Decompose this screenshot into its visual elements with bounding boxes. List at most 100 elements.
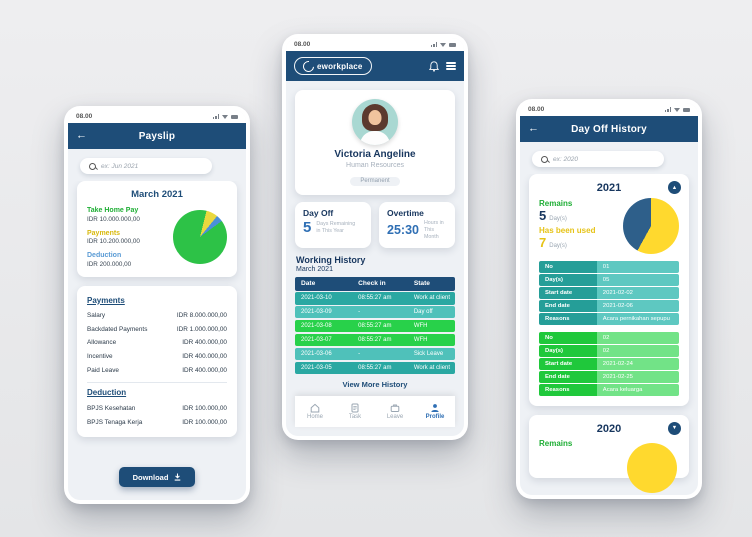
history-row[interactable]: 2021-03-10 08:55:27 am Work at client <box>295 292 455 305</box>
payslip-app-bar: ← Payslip <box>68 123 246 149</box>
entry-label: Day(s) <box>539 345 597 357</box>
search-icon <box>541 155 548 163</box>
entry-value: 02 <box>596 331 679 344</box>
nav-item-task[interactable]: Task <box>335 396 375 427</box>
back-arrow-icon[interactable]: ← <box>76 129 87 142</box>
payments-summary-label: Payments <box>87 229 121 237</box>
history-state: Work at client <box>413 295 451 302</box>
payslip-summary-card: March 2021 Take Home Pay IDR 10.000.000,… <box>77 181 237 277</box>
payments-summary-value: IDR 10.200.000,00 <box>87 238 140 245</box>
payment-label: Backdated Payments <box>87 325 148 333</box>
remains-unit: Day(s) <box>549 216 567 222</box>
nav-item-home[interactable]: Home <box>295 396 335 427</box>
history-date: 2021-03-08 <box>301 323 332 330</box>
take-home-pay-label: Take Home Pay <box>87 207 139 214</box>
deduction-summary-label: Deduction <box>87 252 122 259</box>
overtime-card[interactable]: Overtime 25:30 Hours in This Month <box>379 202 455 248</box>
overtime-value: 25:30 <box>387 223 419 238</box>
dayoff-search-input[interactable]: ex: 2020 <box>532 151 664 167</box>
year-2020-card: ▼ 2020 Remains <box>529 414 689 493</box>
nav-item-leave[interactable]: Leave <box>375 396 415 427</box>
status-icons <box>664 107 690 112</box>
dayoff-screen: 08.00 ← Day Off History ex: 2020 ▲ 2021 <box>520 103 698 495</box>
deduction-label: BPJS Kesehatan <box>87 404 136 412</box>
deduction-summary-item: Deduction IDR 200.000,00 <box>87 252 167 268</box>
history-checkin: 08:55:27 am <box>358 336 392 343</box>
status-bar: 08.00 <box>520 103 698 116</box>
payment-value: IDR 400.000,00 <box>182 339 227 347</box>
payment-label: Salary <box>87 311 106 319</box>
working-history-header: Working History March 2021 <box>296 255 454 273</box>
view-more-history-link[interactable]: View More History <box>342 379 408 389</box>
task-icon <box>351 403 359 413</box>
search-placeholder: ex: Jun 2021 <box>101 162 139 170</box>
home-phone: 08.00 eworkplace <box>282 34 468 440</box>
remains-value: 5 <box>539 208 547 223</box>
status-time: 08.00 <box>528 106 545 113</box>
back-arrow-icon[interactable]: ← <box>528 122 539 135</box>
dayoff-2021-pie-chart <box>623 198 679 254</box>
page-title: Day Off History <box>571 123 647 135</box>
dayoff-entry-table: No 02 Day(s) 02 Start date 2021-02-24 <box>539 331 679 396</box>
bottom-navigation: Home Task Leave <box>295 396 455 427</box>
entry-label: Start date <box>539 358 597 370</box>
bell-icon[interactable] <box>429 60 439 72</box>
section-divider <box>87 382 227 384</box>
history-row[interactable]: 2021-03-08 08:55:27 am WFH <box>295 319 455 333</box>
download-button[interactable]: Download <box>118 467 196 487</box>
search-placeholder: ex: 2020 <box>553 155 578 163</box>
profile-name: Victoria Angeline <box>334 149 416 160</box>
nav-label: Home <box>306 414 323 421</box>
history-state: Sick Leave <box>413 350 444 357</box>
day-off-caption: Days Remaining in This Year <box>316 220 356 234</box>
status-bar: 08.00 <box>68 110 246 123</box>
overtime-caption: Hours in This Month <box>423 220 444 240</box>
entry-row: Start date 2021-02-24 <box>539 358 679 370</box>
status-time: 08.00 <box>76 113 93 120</box>
entry-row: End date 2021-02-25 <box>539 371 679 383</box>
history-row[interactable]: 2021-03-05 08:55:27 am Work at client <box>295 361 455 374</box>
entry-row: No 01 <box>539 261 679 273</box>
deduction-label: BPJS Tenaga Kerja <box>87 418 143 426</box>
history-date: 2021-03-10 <box>301 295 332 302</box>
payment-row: Backdated Payments IDR 1.000.000,00 <box>87 322 227 336</box>
history-row[interactable]: 2021-03-07 08:55:27 am WFH <box>295 333 455 347</box>
day-off-card[interactable]: Day Off 5 Days Remaining in This Year <box>295 202 371 248</box>
deduction-value: IDR 100.000,00 <box>182 418 227 426</box>
entry-row: End date 2021-02-06 <box>539 300 679 312</box>
download-icon <box>175 473 181 481</box>
entry-row: Day(s) 02 <box>539 345 679 357</box>
payment-label: Paid Leave <box>87 367 119 375</box>
history-checkin: 08:55:27 am <box>358 323 392 330</box>
used-unit: Day(s) <box>549 243 567 249</box>
avatar <box>352 99 398 145</box>
history-table-header: Date Check in State <box>295 276 455 291</box>
menu-icon[interactable] <box>446 61 456 72</box>
battery-icon <box>449 42 456 47</box>
payment-label: Incentive <box>87 353 113 361</box>
entry-value: 2021-02-25 <box>596 371 679 383</box>
history-date: 2021-03-06 <box>301 350 332 357</box>
payslip-search-input[interactable]: ex: Jun 2021 <box>80 158 212 174</box>
payment-value: IDR 1.000.000,00 <box>176 325 227 333</box>
remains-label: Remains <box>539 438 573 448</box>
history-checkin: 08:55:27 am <box>358 364 392 371</box>
deduction-section-title: Deduction <box>87 388 127 398</box>
deduction-summary-value: IDR 200.000,00 <box>87 260 132 268</box>
history-row[interactable]: 2021-03-06 - Sick Leave <box>295 347 455 360</box>
entry-label: Reasons <box>539 384 597 396</box>
used-value: 7 <box>539 235 547 250</box>
collapse-icon[interactable]: ▲ <box>668 181 681 194</box>
entry-value: 05 <box>596 274 679 286</box>
payment-label: Allowance <box>87 339 117 347</box>
nav-item-profile[interactable]: Profile <box>415 396 455 427</box>
status-bar: 08.00 <box>286 38 464 51</box>
dayoff-content: ▲ 2021 Remains 5 Day(s) Has been used 7 <box>520 174 698 495</box>
brand-logo-icon <box>300 58 317 74</box>
payslip-pie-chart <box>173 210 227 265</box>
nav-label: Leave <box>386 414 404 421</box>
battery-icon <box>683 107 690 112</box>
working-history-month: March 2021 <box>296 265 333 273</box>
expand-icon[interactable]: ▼ <box>668 421 681 435</box>
history-row[interactable]: 2021-03-09 - Day off <box>295 306 455 319</box>
